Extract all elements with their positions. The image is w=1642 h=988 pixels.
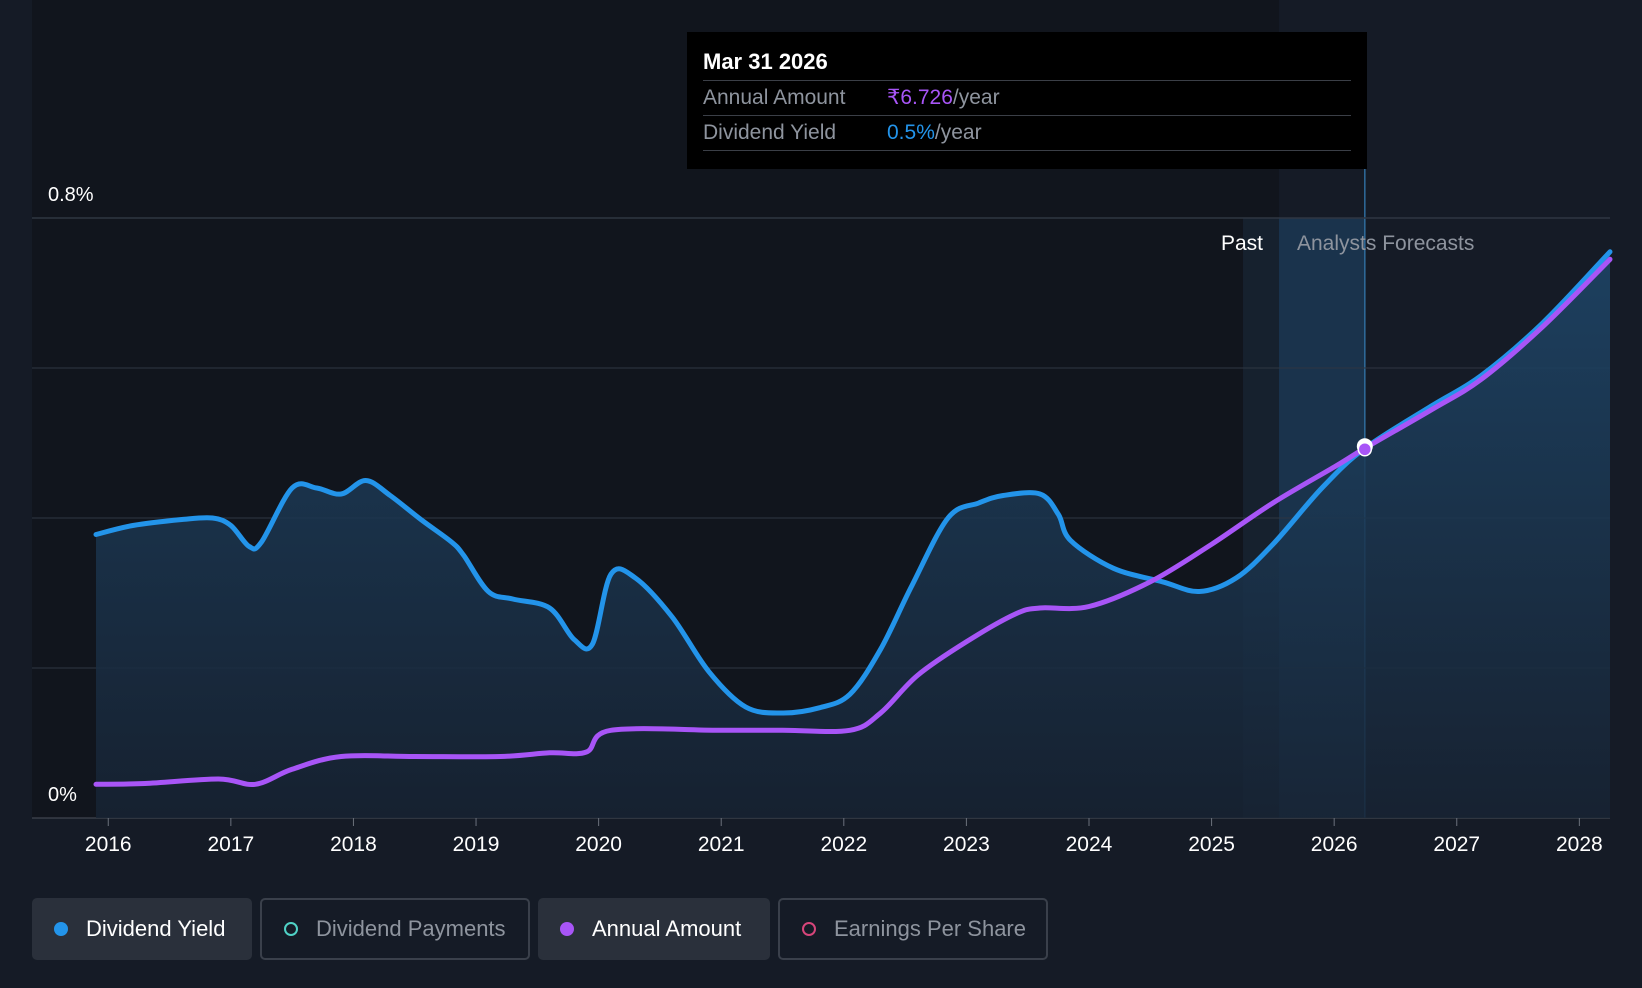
x-tick-label: 2024 xyxy=(1066,833,1113,856)
earnings-per-share-ring-icon xyxy=(802,922,816,936)
x-tick-label: 2028 xyxy=(1556,833,1603,856)
tooltip-unit: /year xyxy=(952,86,1000,109)
legend-label: Dividend Payments xyxy=(316,916,506,941)
x-tick-label: 2019 xyxy=(453,833,500,856)
x-tick-label: 2026 xyxy=(1311,833,1358,856)
past-label: Past xyxy=(1221,232,1263,255)
y-axis-label-top: 0.8% xyxy=(48,184,94,206)
tooltip-label: Dividend Yield xyxy=(703,121,837,144)
annual-amount-marker xyxy=(1357,442,1373,457)
tooltip-row-dividend-yield: Dividend Yield 0.5% /year xyxy=(703,116,1351,151)
dividend-yield-area xyxy=(96,251,1610,819)
legend-earnings-per-share[interactable]: Earnings Per Share xyxy=(778,898,1048,960)
annual-amount-line xyxy=(93,256,1613,788)
analysts-forecasts-label: Analysts Forecasts xyxy=(1297,232,1474,255)
x-tick-label: 2018 xyxy=(330,833,377,856)
legend-label: Earnings Per Share xyxy=(834,916,1026,941)
legend-label: Dividend Yield xyxy=(86,916,226,941)
dividend-yield-line xyxy=(93,249,1613,716)
x-tick-label: 2023 xyxy=(943,833,990,856)
tooltip-label: Annual Amount xyxy=(703,86,846,109)
tooltip-unit: /year xyxy=(934,121,982,144)
tooltip-row-annual-amount: Annual Amount ₹6.726 /year xyxy=(703,81,1351,116)
tooltip-date: Mar 31 2026 xyxy=(703,46,1351,81)
dividend-yield-dot-icon xyxy=(54,922,68,936)
legend-dividend-yield[interactable]: Dividend Yield xyxy=(32,898,252,960)
x-tick-label: 2021 xyxy=(698,833,745,856)
x-tick-label: 2025 xyxy=(1188,833,1235,856)
x-tick-label: 2017 xyxy=(207,833,254,856)
legend-dividend-payments[interactable]: Dividend Payments xyxy=(260,898,530,960)
annual-amount-dot-icon xyxy=(560,922,574,936)
dividend-payments-ring-icon xyxy=(284,922,298,936)
x-tick-label: 2022 xyxy=(820,833,867,856)
x-tick-label: 2020 xyxy=(575,833,622,856)
legend-annual-amount[interactable]: Annual Amount xyxy=(538,898,770,960)
x-tick-label: 2016 xyxy=(85,833,132,856)
tooltip-value: ₹6.726 xyxy=(887,86,953,109)
y-axis-label-bottom: 0% xyxy=(48,784,77,806)
tooltip-value: 0.5% xyxy=(887,121,935,144)
x-tick-label: 2027 xyxy=(1433,833,1480,856)
legend-label: Annual Amount xyxy=(592,916,742,941)
tooltip: Mar 31 2026 Annual Amount ₹6.726 /year D… xyxy=(687,32,1367,169)
